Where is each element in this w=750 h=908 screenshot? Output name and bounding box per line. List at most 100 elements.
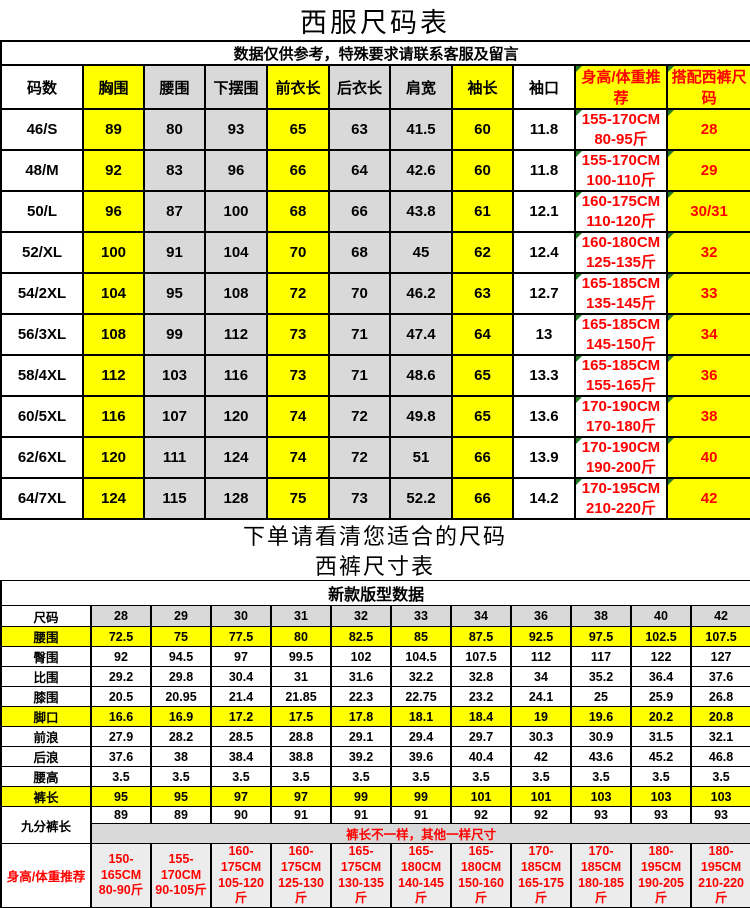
fit-line: 110-120斤 [586, 212, 656, 230]
pants-fit-recommendation-cell: 180-195CM 210-220斤 [689, 843, 750, 908]
fit-line: 155-170CM [160, 852, 202, 882]
suit-column-header: 身高/体重推荐 [574, 64, 668, 110]
suit-data-cell: 71 [328, 313, 391, 356]
fit-line: 190-200斤 [585, 458, 657, 476]
suit-data-cell: 66 [266, 149, 330, 192]
pants-row-label: 前浪 [0, 726, 92, 747]
suit-column-header: 胸围 [82, 64, 145, 110]
pants-data-cell: 3.5 [689, 766, 750, 787]
pants-data-cell: 72.5 [90, 626, 152, 647]
suit-data-cell: 52.2 [389, 477, 453, 520]
excel-note-corner-icon [577, 152, 582, 157]
suit-pants-match-cell: 29 [665, 149, 750, 192]
suit-data-cell: 115 [143, 477, 206, 520]
suit-header-row: 码数 胸围 腰围 下摆围 前衣长 后衣长 肩宽 袖长 袖口 身高/体重推荐 搭配西裤尺码 [0, 64, 750, 110]
suit-data-cell: 13.6 [512, 395, 576, 438]
pants-data-cell: 3.5 [570, 766, 632, 787]
pants-data-cell: 20.95 [150, 686, 212, 707]
pants-row-label: 膝围 [0, 686, 92, 707]
suit-data-cell: 61 [451, 190, 514, 233]
suit-pants-match-cell: 30/31 [665, 190, 750, 233]
suit-data-cell: 92 [82, 149, 145, 192]
suit-data-cell: 70 [328, 272, 391, 315]
pants-row-label: 腰高 [0, 766, 92, 787]
suit-pants-match-cell: 42 [665, 477, 750, 520]
excel-note-corner-icon [669, 357, 674, 362]
suit-data-cell: 95 [143, 272, 206, 315]
pants-data-cell: 25 [570, 686, 632, 707]
pants-data-cell: 18.4 [450, 706, 512, 727]
excel-note-corner-icon [669, 275, 674, 280]
suit-data-cell: 60 [451, 108, 514, 151]
fit-line: 150-165CM [100, 852, 142, 882]
fit-line: 125-135斤 [585, 253, 657, 271]
pants-data-cell: 20.8 [689, 706, 750, 727]
pants-row: 后浪 37.6 38 38.4 38.8 39.2 39.6 40.4 42 43.6 45.2 46… [0, 746, 750, 767]
pants-fit-recommendation-cell: 150-165CM 80-90斤 [90, 843, 152, 908]
pants-data-cell: 3.5 [150, 766, 212, 787]
suit-pants-match-cell: 32 [665, 231, 750, 274]
suit-size-cell: 48/M [0, 149, 84, 192]
pants-data-cell: 93 [570, 806, 632, 824]
suit-data-cell: 111 [143, 436, 206, 479]
pants-data-cell: 24.1 [510, 686, 572, 707]
pants-data-cell: 28.5 [210, 726, 272, 747]
pants-data-cell: 3.5 [390, 766, 452, 787]
pants-data-cell: 102 [330, 646, 392, 667]
fit-line: 155-165斤 [585, 376, 657, 394]
fit-line: 165-185CM [581, 275, 661, 292]
suit-row: 60/5XL 116 107 120 74 72 49.8 65 13.6 170-190CM 17… [0, 395, 750, 438]
suit-data-cell: 108 [204, 272, 268, 315]
fit-line: 165-180CM [400, 844, 442, 874]
pants-data-cell: 40.4 [450, 746, 512, 767]
suit-data-cell: 11.8 [512, 108, 576, 151]
fit-line: 90-105斤 [155, 883, 207, 898]
pants-data-cell: 103 [570, 786, 632, 807]
pants-data-cell: 99 [330, 786, 392, 807]
pants-data-cell: 29.4 [390, 726, 452, 747]
suit-data-cell: 13.9 [512, 436, 576, 479]
suit-data-cell: 64 [328, 149, 391, 192]
fit-line: 170-195CM [581, 480, 661, 497]
pants-row: 裤长 95 95 97 97 99 99 101 101 103 103 103 [0, 786, 750, 807]
excel-note-corner-icon [577, 398, 582, 403]
suit-data-cell: 74 [266, 395, 330, 438]
pants-size-cell: 36 [510, 605, 572, 627]
suit-data-cell: 72 [266, 272, 330, 315]
pants-data-cell: 122 [630, 646, 692, 667]
suit-data-cell: 83 [143, 149, 206, 192]
suit-data-cell: 72 [328, 436, 391, 479]
suit-data-cell: 72 [328, 395, 391, 438]
suit-data-cell: 60 [451, 149, 514, 192]
pants-data-cell: 101 [510, 786, 572, 807]
fit-line: 170-190CM [581, 439, 661, 456]
suit-data-cell: 66 [451, 477, 514, 520]
fit-line: 155-170CM [581, 111, 661, 128]
pants-ninefen-label: 九分裤长 [0, 806, 92, 844]
pants-data-cell: 36.4 [630, 666, 692, 687]
pants-fit-recommendation-cell: 165-180CM 140-145斤 [390, 843, 452, 908]
suit-data-cell: 91 [143, 231, 206, 274]
pants-data-cell: 3.5 [450, 766, 512, 787]
fit-line: 160-175CM [280, 844, 322, 874]
pants-data-cell: 39.6 [390, 746, 452, 767]
suit-data-cell: 46.2 [389, 272, 453, 315]
fit-line: 210-220斤 [698, 875, 744, 906]
pants-fit-recommendation-cell: 160-175CM 125-130斤 [270, 843, 332, 908]
suit-row: 46/S 89 80 93 65 63 41.5 60 11.8 155-170CM 80-95斤 2… [0, 108, 750, 151]
pants-fit-recommendation-cell: 180-195CM 190-205斤 [630, 843, 692, 908]
pants-data-cell: 99 [390, 786, 452, 807]
excel-note-corner-icon [577, 111, 582, 116]
suit-data-cell: 75 [266, 477, 330, 520]
pants-data-cell: 92 [510, 806, 572, 824]
pants-size-cell: 40 [630, 605, 692, 627]
pants-size-cell: 42 [689, 605, 750, 627]
suit-size-cell: 50/L [0, 190, 84, 233]
pants-data-cell: 23.2 [450, 686, 512, 707]
pants-data-cell: 30.3 [510, 726, 572, 747]
pants-data-cell: 97 [270, 786, 332, 807]
pants-data-cell: 90 [210, 806, 272, 824]
pants-data-cell: 31.5 [630, 726, 692, 747]
suit-column-header: 下摆围 [204, 64, 268, 110]
suit-data-cell: 48.6 [389, 354, 453, 397]
